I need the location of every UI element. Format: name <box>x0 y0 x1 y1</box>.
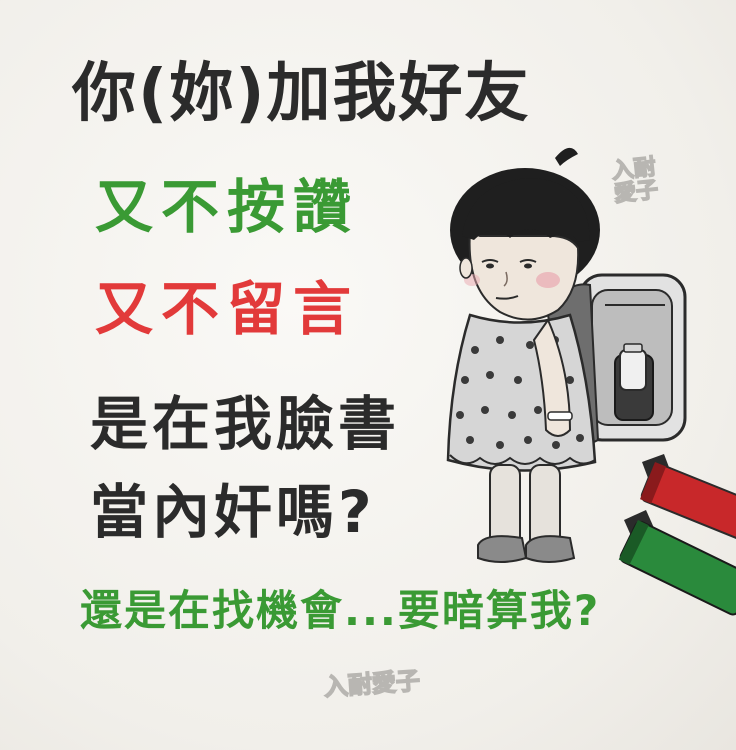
watermark-bottom-text: 入耐愛子 <box>322 666 421 702</box>
markers-illustration <box>618 454 736 616</box>
red-line-no-comment: 又不留言 <box>95 275 360 343</box>
watermark-bottom: 入耐愛子 <box>322 666 421 702</box>
green-line-bottom: 還是在找機會...要暗算我? <box>80 586 601 635</box>
girl-dress <box>446 313 597 472</box>
title-text: 你(妳)加我好友 <box>72 57 531 131</box>
girl-with-backpack-illustration <box>446 147 687 563</box>
red-marker-icon <box>640 454 736 544</box>
dark-line-facebook: 是在我臉書 <box>90 390 401 458</box>
girl-head <box>450 168 600 321</box>
dark-line-spy: 當內奸嗎? <box>90 478 376 546</box>
green-line-no-like: 又不按讚 <box>95 173 360 241</box>
green-marker-icon <box>618 510 736 616</box>
